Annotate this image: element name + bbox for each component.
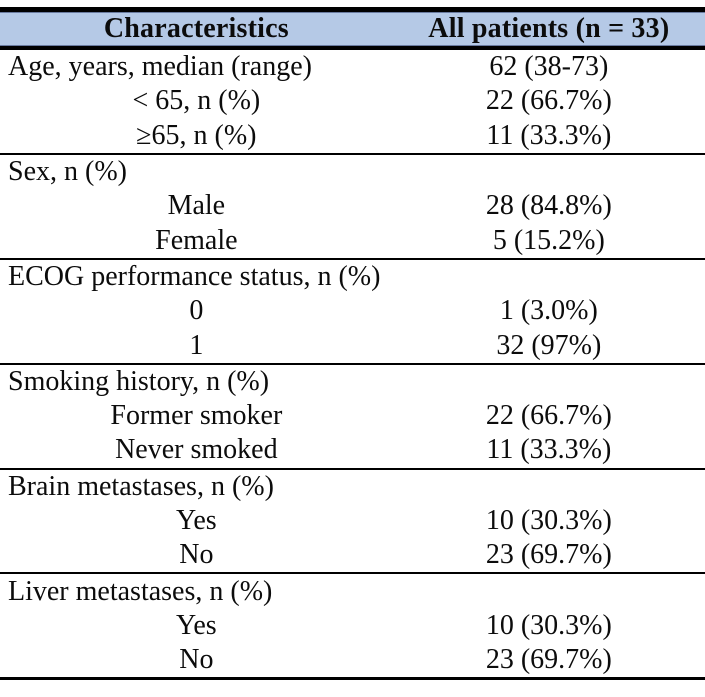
row-label: Never smoked <box>115 434 278 466</box>
row-value: 32 (97%) <box>496 329 602 361</box>
patient-characteristics-table: Characteristics All patients (n = 33) Ag… <box>0 7 705 681</box>
row-value: 62 (38-73) <box>489 51 609 83</box>
row-label: No <box>179 644 214 676</box>
row-value <box>392 467 705 504</box>
row-value <box>392 362 705 399</box>
row-label: ≥65, n (%) <box>136 119 257 151</box>
row-label: Brain metastases, n (%) <box>0 467 393 504</box>
row-value: 10 (30.3%) <box>485 505 612 536</box>
row-value: 5 (15.2%) <box>492 224 605 256</box>
row-label: No <box>179 539 214 571</box>
row-value <box>392 257 705 295</box>
table-row: Yes 10 (30.3%) <box>0 504 705 538</box>
table-row: Sex, n (%) <box>0 152 705 190</box>
table-row: No 23 (69.7%) <box>0 643 705 679</box>
row-label: ECOG performance status, n (%) <box>0 257 393 295</box>
row-label: Male <box>167 190 226 222</box>
table-row: Male 28 (84.8%) <box>0 189 705 223</box>
column-header-all-patients: All patients (n = 33) <box>392 9 705 50</box>
table-row: No 23 (69.7%) <box>0 538 705 573</box>
row-label: Female <box>155 224 238 256</box>
row-value: 11 (33.3%) <box>486 434 612 466</box>
row-label: < 65, n (%) <box>132 85 261 117</box>
row-value <box>392 572 705 609</box>
row-label: Liver metastases, n (%) <box>0 572 393 609</box>
row-value: 10 (30.3%) <box>485 609 612 641</box>
row-value <box>392 152 705 190</box>
row-value: 23 (69.7%) <box>485 539 612 571</box>
table-row: Female 5 (15.2%) <box>0 223 705 258</box>
column-header-characteristics: Characteristics <box>0 9 393 50</box>
row-value: 22 (66.7%) <box>485 400 612 432</box>
row-label: Yes <box>175 505 217 536</box>
table-row: Former smoker 22 (66.7%) <box>0 399 705 433</box>
table-row: 1 32 (97%) <box>0 328 705 363</box>
table-row: Brain metastases, n (%) <box>0 467 705 504</box>
row-value: 28 (84.8%) <box>485 190 612 222</box>
table-row: Liver metastases, n (%) <box>0 572 705 609</box>
row-value: 11 (33.3%) <box>486 119 612 151</box>
row-value: 23 (69.7%) <box>485 644 612 676</box>
table-header-row: Characteristics All patients (n = 33) <box>0 9 705 50</box>
row-label: Smoking history, n (%) <box>0 362 393 399</box>
table-row: < 65, n (%) 22 (66.7%) <box>0 84 705 118</box>
table-body: Age, years, median (range) 62 (38-73) < … <box>0 48 705 679</box>
row-label: Age, years, median (range) <box>8 51 312 83</box>
row-label: 1 <box>189 329 204 361</box>
table-row: Yes 10 (30.3%) <box>0 609 705 643</box>
row-value: 22 (66.7%) <box>485 85 612 117</box>
row-label: Yes <box>175 609 217 641</box>
table-row: Never smoked 11 (33.3%) <box>0 433 705 468</box>
table-row: ECOG performance status, n (%) <box>0 257 705 295</box>
row-label: Former smoker <box>110 400 283 432</box>
table-row: ≥65, n (%) 11 (33.3%) <box>0 119 705 154</box>
table-row: 0 1 (3.0%) <box>0 294 705 328</box>
row-value: 1 (3.0%) <box>499 295 598 327</box>
row-label: Sex, n (%) <box>0 152 393 190</box>
table-row: Age, years, median (range) 62 (38-73) <box>0 48 705 84</box>
table-row: Smoking history, n (%) <box>0 362 705 399</box>
row-label: 0 <box>189 295 204 327</box>
